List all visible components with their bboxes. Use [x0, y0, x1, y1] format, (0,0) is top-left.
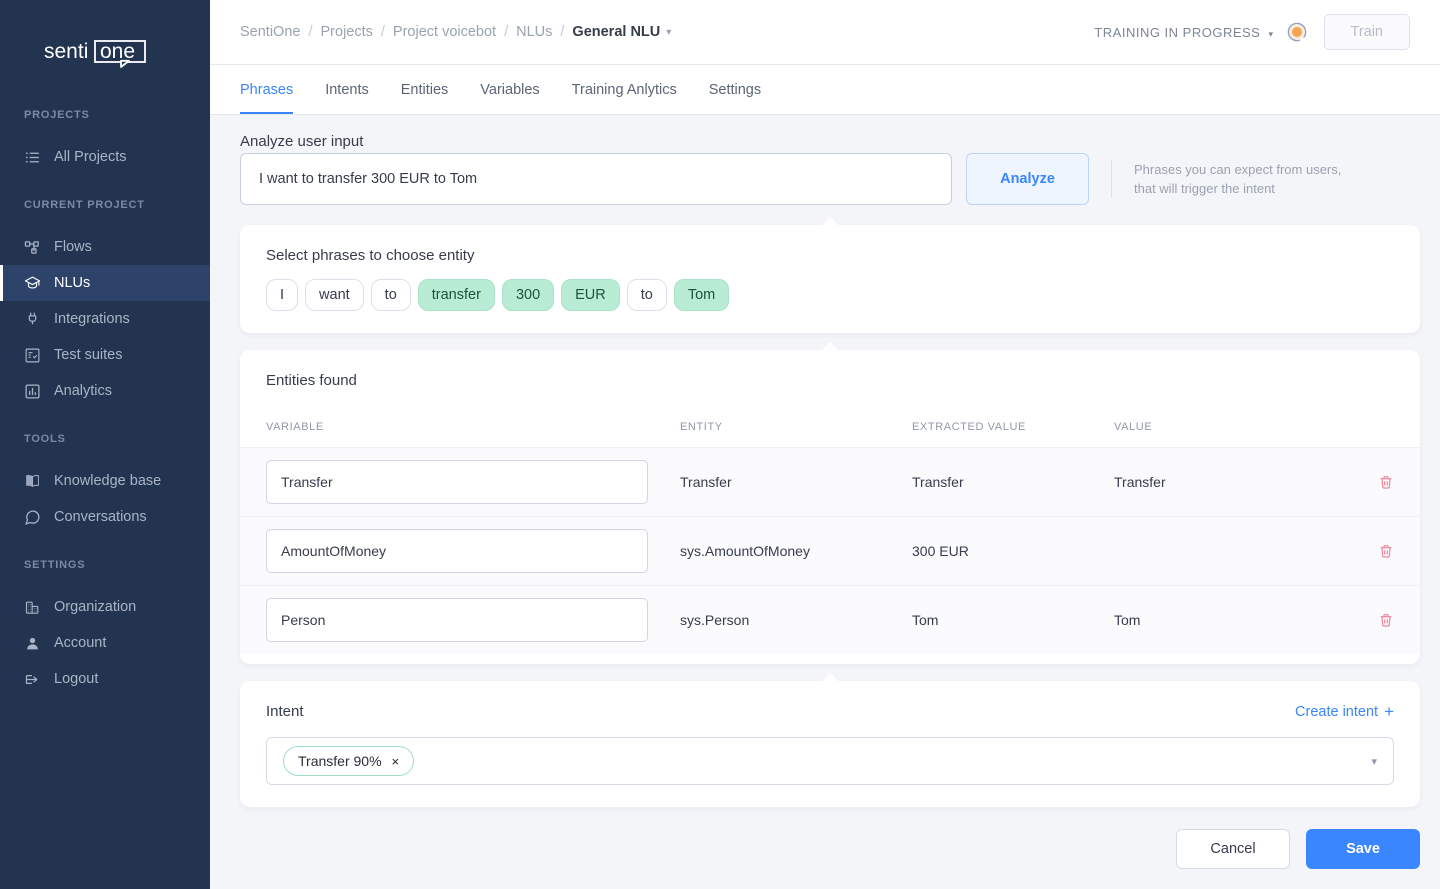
- svg-text:one: one: [100, 40, 135, 63]
- svg-text:senti: senti: [44, 40, 88, 63]
